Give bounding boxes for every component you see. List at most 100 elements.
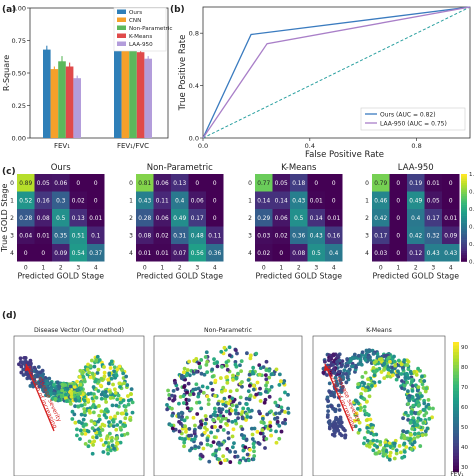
scatter-point xyxy=(365,425,370,430)
x-axis-label: Predicted GOLD Stage xyxy=(255,272,342,281)
scatter-point xyxy=(207,459,212,464)
heatmap-cell xyxy=(34,226,52,244)
colorbar-segment xyxy=(453,420,459,424)
scatter-point xyxy=(63,396,68,401)
heatmap-cell xyxy=(136,174,154,192)
scatter-point xyxy=(268,420,273,425)
scatter-point xyxy=(83,413,87,418)
scatter-title: K-Means xyxy=(366,327,392,334)
heatmap-cell xyxy=(171,226,189,244)
scatter-point xyxy=(48,390,53,395)
scatter-point xyxy=(344,372,348,376)
bar xyxy=(73,78,81,138)
cell-value: 0.16 xyxy=(327,233,340,239)
scatter-point xyxy=(369,422,374,427)
scatter-point xyxy=(216,401,220,406)
scatter-point xyxy=(234,376,239,381)
scatter-point xyxy=(364,411,369,416)
cell-value: 0 xyxy=(279,251,283,257)
panel-a-label: (a) xyxy=(2,5,16,15)
heatmap-cell xyxy=(206,191,224,209)
legend-entry: Non-Parametric xyxy=(129,26,172,32)
scatter-point xyxy=(336,403,341,408)
scatter-point xyxy=(371,351,376,356)
scatter-point xyxy=(329,355,333,360)
bar xyxy=(58,61,66,138)
scatter-point xyxy=(213,394,217,398)
colorbar-segment xyxy=(453,410,459,414)
scatter-point xyxy=(245,351,249,356)
scatter-point xyxy=(388,453,392,458)
colorbar-segment xyxy=(453,390,459,395)
colorbar-segment xyxy=(453,462,459,466)
scatter-point xyxy=(170,426,175,431)
colorbar-segment xyxy=(453,429,459,434)
scatter-point xyxy=(112,446,116,451)
scatter-point xyxy=(416,366,420,371)
cell-value: 0.4 xyxy=(329,251,339,257)
legend-entry: Ours (AUC = 0.82) xyxy=(380,111,436,118)
cell-value: 0.43 xyxy=(310,233,323,239)
roc-curve xyxy=(202,6,471,139)
heatmap-cell xyxy=(407,244,425,262)
scatter-point xyxy=(422,407,427,412)
scatter-point xyxy=(329,404,334,409)
scatter-point xyxy=(389,369,394,374)
heatmap-cell xyxy=(17,174,35,192)
scatter-point xyxy=(264,383,268,388)
scatter-point xyxy=(402,387,407,391)
heatmap-cell xyxy=(136,226,154,244)
scatter-point xyxy=(236,371,240,376)
colorbar-segment xyxy=(461,219,467,223)
x-tick-label: 0 xyxy=(262,265,266,272)
scatter-point xyxy=(212,361,217,366)
scatter-point xyxy=(31,384,36,389)
scatter-point xyxy=(239,359,244,364)
heatmap-cell xyxy=(87,174,105,192)
x-axis-label: False Positive Rate xyxy=(305,150,384,160)
scatter-point xyxy=(327,422,332,426)
y-tick-label: 0.0 xyxy=(189,135,199,143)
heatmap-cell xyxy=(372,209,390,227)
cell-value: 0.46 xyxy=(374,198,387,204)
scatter-point xyxy=(204,417,209,422)
scatter-point xyxy=(245,452,250,457)
scatter-point xyxy=(69,394,74,399)
scatter-point xyxy=(192,358,197,363)
scatter-point xyxy=(93,379,98,384)
scatter-point xyxy=(394,448,399,453)
scatter-point xyxy=(215,364,220,369)
scatter-point xyxy=(225,380,230,385)
scatter-point xyxy=(420,433,425,438)
scatter-point xyxy=(402,383,407,388)
scatter-point xyxy=(78,437,82,441)
scatter-point xyxy=(112,387,117,392)
heatmap-cell xyxy=(52,191,70,209)
scatter-point xyxy=(405,395,410,400)
scatter-point xyxy=(418,391,422,396)
y-tick-label: 1 xyxy=(129,197,133,204)
scatter-point xyxy=(277,436,282,441)
cell-value: 0.04 xyxy=(19,233,32,239)
cell-value: 0.43 xyxy=(427,251,440,257)
scatter-point xyxy=(218,376,223,380)
colorbar-segment xyxy=(461,230,467,234)
y-tick-label: 0.8 xyxy=(189,30,199,38)
colorbar-segment xyxy=(453,436,459,440)
x-tick-label: 2 xyxy=(414,265,418,272)
scatter-point xyxy=(425,426,430,431)
scatter-point xyxy=(248,356,253,361)
scatter-point xyxy=(170,413,175,418)
scatter-point xyxy=(77,420,82,425)
scatter-point xyxy=(321,370,326,375)
colorbar-segment xyxy=(453,416,459,421)
scatter-point xyxy=(118,420,123,424)
scatter-point xyxy=(333,375,338,380)
scatter-point xyxy=(379,357,384,361)
heatmap-cell xyxy=(442,174,460,192)
scatter-point xyxy=(360,380,365,385)
scatter-point xyxy=(57,398,62,402)
scatter-point xyxy=(356,353,361,358)
colorbar-segment xyxy=(461,176,467,179)
scatter-point xyxy=(196,391,201,396)
